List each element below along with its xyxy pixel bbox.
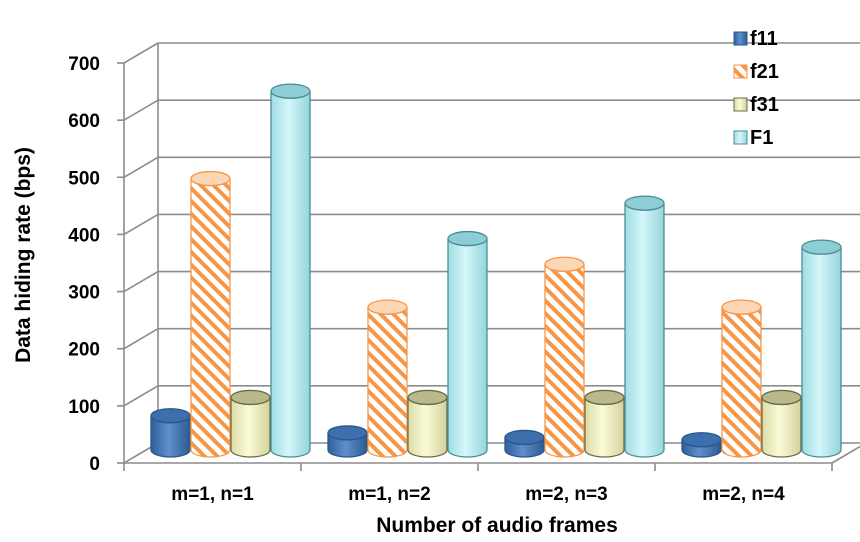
legend-label: f11 bbox=[750, 28, 778, 50]
bar-f21-4 bbox=[721, 299, 762, 458]
bar-body bbox=[801, 246, 842, 458]
y-tick-label: 400 bbox=[68, 225, 100, 246]
bar-body bbox=[230, 397, 271, 458]
gridline-side bbox=[123, 213, 159, 236]
bar-body bbox=[367, 306, 408, 458]
legend-label: F1 bbox=[750, 127, 773, 149]
x-axis: m=1, n=1 m=1, n=2 m=2, n=3 m=2, n=4 bbox=[123, 463, 833, 505]
gridline-side bbox=[123, 385, 159, 407]
bar-cap bbox=[544, 256, 585, 272]
bar-f31-1 bbox=[230, 389, 271, 458]
y-tick-label: 700 bbox=[68, 54, 100, 75]
bar-f21-3 bbox=[544, 256, 585, 458]
y-tick-label: 100 bbox=[68, 397, 100, 418]
bar-cap bbox=[761, 389, 802, 406]
bar-f11-1 bbox=[150, 408, 191, 458]
bar-F1-4 bbox=[801, 239, 842, 458]
bar-cap bbox=[447, 230, 488, 247]
bar-F1-2 bbox=[447, 230, 488, 458]
bar-cap bbox=[190, 170, 231, 187]
legend-label: f21 bbox=[750, 61, 779, 83]
gridline-side bbox=[123, 270, 159, 293]
bar-cap bbox=[367, 299, 408, 315]
legend-label: f31 bbox=[750, 94, 779, 116]
bar-f31-3 bbox=[584, 389, 625, 458]
gridline-side bbox=[123, 99, 159, 121]
bar-f11-2 bbox=[327, 425, 368, 458]
gridline-side bbox=[123, 328, 159, 350]
bar-body bbox=[624, 202, 665, 458]
x-tick-label: m=2, n=3 bbox=[525, 484, 607, 505]
bar-cap bbox=[721, 299, 762, 315]
legend-swatch bbox=[733, 130, 748, 145]
legend-item-f31: f31 bbox=[733, 94, 779, 116]
bar-cap bbox=[624, 195, 665, 211]
legend-swatch bbox=[733, 97, 748, 112]
x-axis-title: Number of audio frames bbox=[376, 514, 618, 537]
legend-swatch bbox=[733, 31, 748, 46]
bar-cap bbox=[327, 425, 368, 441]
bar-cap bbox=[270, 83, 311, 99]
y-tick-label: 200 bbox=[68, 340, 100, 361]
y-tick-label: 500 bbox=[68, 168, 100, 189]
y-axis-title: Data hiding rate (bps) bbox=[12, 147, 35, 363]
bar-body bbox=[721, 306, 762, 458]
bar-body bbox=[447, 238, 488, 458]
y-axis: 0 100 200 300 400 500 600 700 bbox=[68, 54, 124, 475]
bar-body bbox=[584, 397, 625, 458]
bars bbox=[150, 83, 842, 458]
bar-body bbox=[407, 397, 448, 458]
bar-cap bbox=[681, 432, 722, 448]
bar-cap bbox=[230, 389, 271, 406]
bar-f11-4 bbox=[681, 432, 722, 458]
bar-f11-3 bbox=[504, 429, 545, 458]
bar-cap bbox=[150, 408, 191, 424]
bar-cap bbox=[504, 429, 545, 446]
bar-f21-2 bbox=[367, 299, 408, 458]
x-tick-label: m=1, n=2 bbox=[348, 484, 430, 505]
bar-F1-1 bbox=[270, 83, 311, 458]
legend-swatch bbox=[733, 64, 748, 79]
gridline-side bbox=[123, 42, 159, 64]
floor-edge bbox=[831, 445, 860, 464]
x-tick-label: m=1, n=1 bbox=[171, 484, 254, 505]
legend-item-f21: f21 bbox=[733, 61, 779, 83]
bar-F1-3 bbox=[624, 195, 665, 458]
gridline-side bbox=[123, 156, 159, 178]
bar-cap bbox=[584, 389, 625, 406]
legend-item-F1: F1 bbox=[733, 127, 773, 149]
legend: f11 f21 f31 F1 bbox=[733, 28, 779, 149]
legend-item-f11: f11 bbox=[733, 28, 778, 50]
bar-body bbox=[544, 264, 585, 458]
y-tick-label: 0 bbox=[89, 454, 100, 475]
bar-f31-4 bbox=[761, 389, 802, 458]
y-tick-label: 300 bbox=[68, 283, 100, 304]
bar-cap bbox=[801, 239, 842, 255]
x-tick-label: m=2, n=4 bbox=[702, 484, 785, 505]
y-tick-label: 600 bbox=[68, 111, 100, 132]
bar-body bbox=[190, 178, 231, 458]
bar-body bbox=[270, 90, 311, 458]
bar-f21-1 bbox=[190, 170, 231, 458]
bar-f31-2 bbox=[407, 389, 448, 458]
bar-cap bbox=[407, 389, 448, 406]
bar-body bbox=[761, 397, 802, 458]
